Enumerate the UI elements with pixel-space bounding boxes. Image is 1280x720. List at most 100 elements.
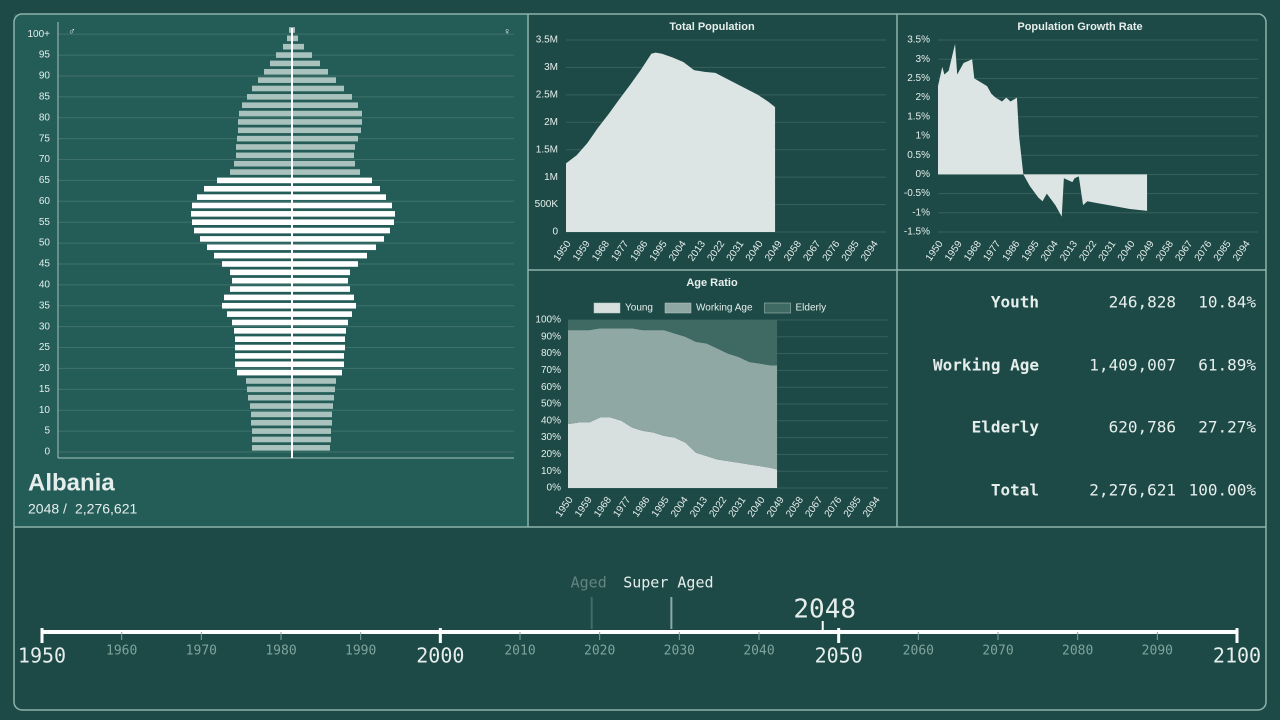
chart-title: Age Ratio [686,277,738,289]
y-tick-label: 30 [39,321,51,332]
minor-tick-label: 2010 [504,644,535,659]
year: 2048 [28,501,59,517]
country-name: Albania [28,469,115,496]
male-bar [270,60,292,67]
male-bar [236,144,292,150]
y-tick-label: 80% [541,348,561,359]
stat-percent: 100.00% [1189,481,1257,500]
male-bar [235,344,292,351]
female-bar [292,294,354,301]
female-bar [292,135,358,142]
y-tick-label: 40 [39,280,51,291]
male-bar [283,43,292,50]
stat-value: 620,786 [1109,418,1176,437]
male-bar [192,202,292,209]
female-bar [292,286,350,292]
area [938,43,1148,217]
major-tick-label: 1950 [18,644,66,668]
legend-label: Elderly [796,303,827,314]
female-bar [292,269,350,276]
y-tick-label: -1.5% [904,227,930,238]
female-bar [292,319,348,326]
female-bar [292,202,392,209]
female-bar [292,302,356,309]
female-bar [292,219,394,225]
male-bar [239,110,292,117]
y-tick-label: 10 [39,405,51,416]
female-bar [292,311,352,317]
male-bar [235,361,292,368]
male-bar [192,219,292,225]
y-tick-label: 3M [544,62,558,73]
female-bar [292,353,344,359]
female-bar [292,119,362,125]
male-bar [237,369,292,376]
female-bar [292,261,358,267]
stat-value: 1,409,007 [1089,356,1176,375]
y-tick-label: 500K [535,199,559,210]
female-bar [292,77,336,83]
female-bar [292,43,304,50]
minor-tick-label: 2060 [903,644,934,659]
milestone-label: Super Aged [623,574,713,592]
legend-swatch [593,302,621,314]
female-bar [292,419,332,426]
female-bar [292,336,345,342]
female-bar [292,35,298,42]
y-tick-label: 0 [44,447,50,458]
female-bar [292,403,333,409]
y-tick-label: 0 [552,227,558,238]
male-bar [250,403,292,409]
male-bar [242,102,292,109]
female-bar [292,394,334,401]
female-bar [292,445,330,451]
y-tick-label: 100% [535,315,561,326]
female-bar [292,386,335,393]
male-bar [227,311,292,317]
female-bar [292,110,362,117]
y-tick-label: -0.5% [904,188,930,199]
male-bar [247,94,292,100]
y-tick-label: 1.5% [907,111,930,122]
y-tick-label: 20% [541,449,561,460]
y-tick-label: 3.5M [536,35,558,46]
male-bar [230,286,292,292]
y-tick-label: 95 [39,50,51,61]
male-bar [252,436,292,443]
male-bar [235,353,292,359]
panel-borders [13,13,1267,711]
male-bar [194,227,292,234]
male-bar [276,52,292,58]
y-tick-label: 25 [39,342,51,353]
male-bar [235,336,292,342]
female-bar [292,227,390,234]
y-tick-label: 0% [547,483,562,494]
male-bar [214,252,292,259]
female-bar [292,411,332,418]
female-bar [292,428,331,434]
y-tick-label: 100+ [27,29,50,40]
y-tick-label: 70 [39,154,51,165]
stat-percent: 27.27% [1198,418,1256,437]
chart-title: Total Population [669,21,755,33]
current-year-label: 2048 [793,595,856,625]
minor-tick-label: 2080 [1062,644,1093,659]
y-tick-label: 45 [39,259,51,270]
female-bar [292,177,372,184]
male-bar [236,152,292,159]
male-bar [207,244,292,251]
female-bar [292,244,376,251]
female-bar [292,252,367,259]
minor-tick-label: 1980 [265,644,296,659]
y-tick-label: 60% [541,382,561,393]
female-bar [292,236,384,242]
male-bar [222,302,292,309]
female-bar [292,60,320,67]
y-tick-label: 70% [541,365,561,376]
y-tick-label: 3.5% [907,35,930,46]
legend-swatch [764,302,791,314]
female-bar [292,277,348,284]
stacked-area [568,320,778,366]
stat-label: Total [991,481,1039,500]
